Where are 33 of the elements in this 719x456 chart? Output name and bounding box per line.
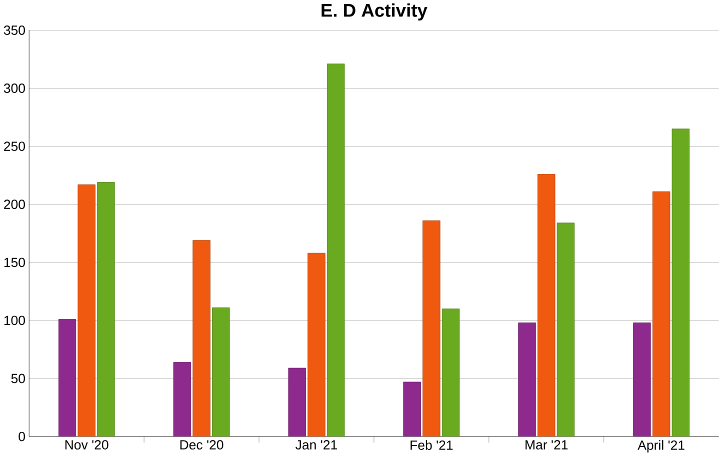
- bar: [173, 362, 192, 437]
- y-tick-label: 300: [4, 84, 25, 94]
- bar: [442, 308, 460, 437]
- bar: [288, 368, 306, 437]
- y-tick-label: 100: [4, 316, 25, 326]
- bar: [652, 191, 670, 437]
- x-tick-label: April '21: [638, 440, 684, 453]
- bar: [672, 128, 690, 437]
- y-tick-label: 200: [4, 200, 25, 210]
- chart-title: E. D Activity: [322, 3, 428, 21]
- y-tick-label: 50: [11, 374, 25, 384]
- bar: [192, 240, 210, 437]
- bar: [403, 382, 421, 437]
- bar: [538, 174, 556, 437]
- bar: [422, 220, 440, 437]
- bar: [633, 322, 651, 437]
- bar: [518, 322, 536, 437]
- x-tick-label: Dec '20: [180, 440, 224, 450]
- bar: [78, 184, 96, 437]
- x-tick-label: Feb '21: [410, 440, 453, 450]
- x-tick-label: Jan '21: [296, 440, 337, 450]
- y-tick-label: 0: [18, 432, 25, 442]
- bar: [556, 222, 575, 437]
- bar: [308, 252, 326, 437]
- y-tick-label: 350: [4, 26, 25, 35]
- bar: [326, 64, 345, 437]
- bar: [58, 319, 76, 437]
- bar: [97, 182, 115, 437]
- y-tick-label: 250: [4, 142, 25, 152]
- y-tick-label: 150: [4, 258, 25, 268]
- x-tick-label: Mar '21: [526, 440, 568, 450]
- x-tick-label: Nov '20: [65, 440, 108, 450]
- bar: [212, 308, 230, 437]
